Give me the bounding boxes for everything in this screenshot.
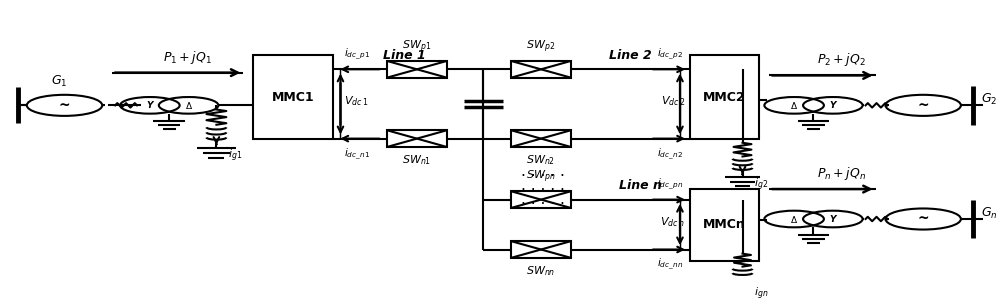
- Text: $SW_{p1}$: $SW_{p1}$: [402, 39, 432, 55]
- Text: MMC2: MMC2: [703, 91, 746, 104]
- Text: $G_1$: $G_1$: [51, 74, 68, 89]
- Text: $i_{g2}$: $i_{g2}$: [754, 177, 769, 193]
- Text: Y: Y: [830, 101, 836, 110]
- Text: Line 2: Line 2: [609, 48, 652, 61]
- Text: ~: ~: [917, 98, 929, 112]
- Text: $i_{dc\_n\,1}$: $i_{dc\_n\,1}$: [344, 146, 371, 162]
- Text: $G_2$: $G_2$: [981, 92, 997, 107]
- Text: $V_{dc\,1}$: $V_{dc\,1}$: [344, 94, 369, 108]
- Text: $SW_{nn}$: $SW_{nn}$: [526, 264, 556, 278]
- Bar: [690, 188, 759, 261]
- Text: ~: ~: [59, 98, 70, 112]
- Text: $i_{dc\_p\,n}$: $i_{dc\_p\,n}$: [657, 177, 684, 192]
- Bar: [387, 61, 447, 78]
- Text: $P_n+jQ_n$: $P_n+jQ_n$: [817, 165, 866, 182]
- Text: $P_2+jQ_2$: $P_2+jQ_2$: [817, 51, 866, 68]
- Text: $SW_{p2}$: $SW_{p2}$: [526, 39, 556, 55]
- Bar: [511, 241, 571, 258]
- Bar: [253, 55, 333, 139]
- Text: Line n: Line n: [619, 179, 662, 192]
- Text: MMCn: MMCn: [703, 218, 746, 231]
- Bar: [690, 55, 759, 139]
- Text: $i_{gn}$: $i_{gn}$: [754, 286, 769, 301]
- Text: ~: ~: [917, 212, 929, 226]
- Text: . . . . .: . . . . .: [521, 164, 565, 179]
- Text: $P_1+jQ_1$: $P_1+jQ_1$: [163, 49, 212, 66]
- Text: Line 1: Line 1: [383, 48, 426, 61]
- Bar: [511, 191, 571, 208]
- Text: $i_{dc\_p\,1}$: $i_{dc\_p\,1}$: [344, 46, 371, 61]
- Text: Y: Y: [830, 215, 836, 224]
- Text: . . . . .: . . . . .: [521, 192, 565, 207]
- Text: MMC1: MMC1: [272, 91, 314, 104]
- Text: $i_{dc\_p\,2}$: $i_{dc\_p\,2}$: [657, 46, 683, 61]
- Text: . . . . .: . . . . .: [521, 178, 565, 193]
- Text: $SW_{n2}$: $SW_{n2}$: [526, 153, 556, 167]
- Text: $\Delta$: $\Delta$: [185, 100, 193, 111]
- Text: $\Delta$: $\Delta$: [790, 100, 798, 111]
- Bar: [511, 130, 571, 147]
- Text: $SW_{n1}$: $SW_{n1}$: [402, 153, 432, 167]
- Text: $i_{dc\_n\,2}$: $i_{dc\_n\,2}$: [657, 146, 683, 162]
- Text: $V_{dc\,n}$: $V_{dc\,n}$: [660, 215, 685, 229]
- Text: Y: Y: [147, 101, 153, 110]
- Bar: [511, 61, 571, 78]
- Text: $i_{g1}$: $i_{g1}$: [228, 147, 243, 164]
- Text: $V_{dc\,2}$: $V_{dc\,2}$: [661, 94, 685, 108]
- Text: $SW_{pn}$: $SW_{pn}$: [526, 169, 556, 185]
- Text: $G_n$: $G_n$: [981, 206, 997, 221]
- Bar: [387, 130, 447, 147]
- Text: $i_{dc\_n\,n}$: $i_{dc\_n\,n}$: [657, 257, 684, 272]
- Text: $\Delta$: $\Delta$: [790, 213, 798, 225]
